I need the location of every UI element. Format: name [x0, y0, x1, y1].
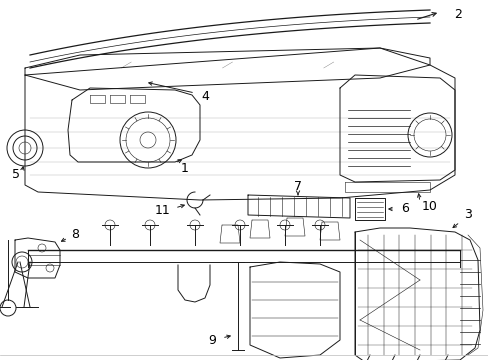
Text: 11: 11 [155, 203, 170, 216]
Text: 4: 4 [201, 90, 208, 104]
Text: 9: 9 [207, 333, 216, 346]
Text: 2: 2 [453, 8, 461, 21]
Text: 1: 1 [181, 162, 188, 175]
Text: 5: 5 [12, 168, 20, 181]
Text: 8: 8 [71, 229, 79, 242]
Text: 7: 7 [293, 180, 302, 194]
Text: 10: 10 [421, 201, 437, 213]
Text: 6: 6 [400, 202, 408, 216]
Text: 3: 3 [463, 208, 471, 221]
